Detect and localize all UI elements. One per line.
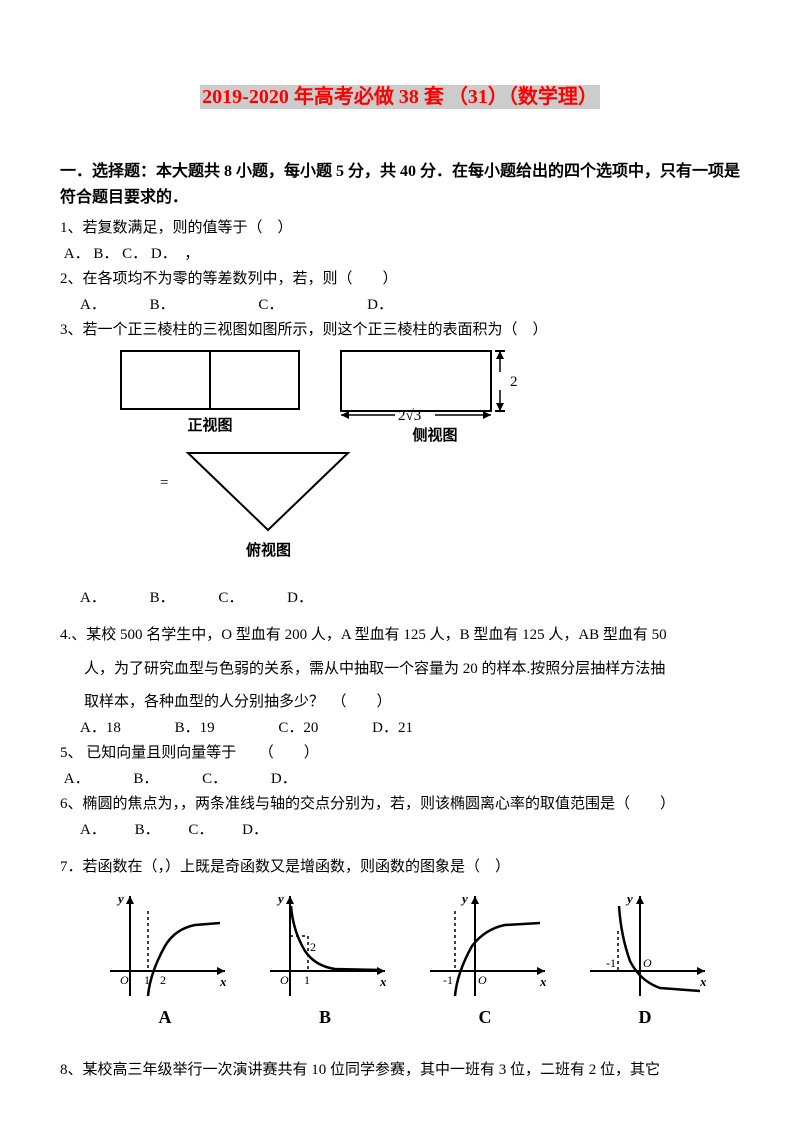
q3-opts: A． B． C． D．: [60, 586, 740, 612]
q1-opt-d: D． ，: [151, 246, 199, 262]
svg-text:2: 2: [310, 940, 316, 954]
q2: 2、在各项均不为零的等差数列中，若，则（ ）: [60, 267, 740, 293]
svg-text:-1: -1: [606, 956, 616, 970]
q6-opts: A． B． C． D．: [60, 818, 740, 844]
q6-opt-a: A．: [80, 818, 106, 844]
q4-opt-b: B．19: [175, 716, 215, 742]
q5-opt-b: B．: [133, 767, 158, 793]
side-label: 侧视图: [340, 424, 530, 445]
q8: 8、某校高三年级举行一次演讲赛共有 10 位同学参赛，其中一班有 3 位，二班有…: [60, 1058, 740, 1084]
eq-mark: =: [160, 475, 168, 492]
q1-opts: A． B． C． D． ，: [60, 242, 740, 268]
graph-d: x y O -1 D: [580, 891, 710, 1028]
svg-text:y: y: [625, 891, 633, 906]
front-view: 正视图: [120, 350, 300, 445]
page-title: 2019-2020 年高考必做 38 套（31）（数学理）: [60, 80, 740, 109]
side-dim-w: 2√3: [398, 408, 421, 420]
q4-opt-d: D．21: [372, 716, 413, 742]
side-view: 2 2√3 侧视图: [340, 350, 530, 445]
svg-text:y: y: [460, 891, 468, 906]
svg-text:x: x: [699, 974, 707, 989]
graph-a: x y O 1 2 A: [100, 891, 230, 1028]
svg-text:y: y: [276, 891, 284, 906]
q1-opt-c: C．: [122, 246, 147, 262]
svg-text:x: x: [539, 974, 547, 989]
svg-text:O: O: [478, 973, 487, 987]
graph-b-label: B: [260, 1007, 390, 1028]
title-hl1: 2019-2020 年高考必做 38 套: [200, 85, 446, 109]
q4-l3: 取样本，各种血型的人分别抽多少？ （ ）: [60, 690, 740, 716]
q4-l1: 4.、某校 500 名学生中，O 型血有 200 人，A 型血有 125 人，B…: [60, 623, 740, 649]
q5-opt-c: C．: [202, 767, 227, 793]
top-view: 俯视图: [178, 445, 358, 560]
svg-text:O: O: [120, 973, 129, 987]
svg-text:O: O: [643, 956, 652, 970]
svg-text:1: 1: [304, 973, 310, 987]
q1-opt-b: B．: [93, 246, 118, 262]
q2-opts: A． B． C． D．: [60, 293, 740, 319]
q7-graphs: x y O 1 2 A x y O 2 1: [100, 891, 740, 1028]
svg-text:O: O: [280, 973, 289, 987]
graph-a-label: A: [100, 1007, 230, 1028]
section-1-header: 一．选择题：本大题共 8 小题，每小题 5 分，共 40 分．在每小题给出的四个…: [60, 159, 740, 210]
svg-text:x: x: [379, 974, 387, 989]
q3-opt-d: D．: [287, 586, 313, 612]
q2-opt-a: A．: [80, 293, 106, 319]
q3-opt-c: C．: [218, 586, 243, 612]
q4-opt-c: C．20: [278, 716, 318, 742]
graph-c: x y O -1 C: [420, 891, 550, 1028]
q6-opt-b: B．: [135, 818, 160, 844]
q5: 5、 已知向量且则向量等于 （ ）: [60, 741, 740, 767]
q3-views: 正视图 2 2√3 侧视图: [120, 350, 740, 560]
svg-text:-1: -1: [443, 973, 453, 987]
graph-d-label: D: [580, 1007, 710, 1028]
q2-opt-c: C．: [258, 293, 283, 319]
q3-opt-a: A．: [80, 586, 106, 612]
q5-opt-d: D．: [271, 767, 297, 793]
q2-opt-d: D．: [367, 293, 393, 319]
svg-text:y: y: [116, 891, 124, 906]
q2-opt-b: B．: [150, 293, 175, 319]
graph-b: x y O 2 1 B: [260, 891, 390, 1028]
q3-opt-b: B．: [150, 586, 175, 612]
front-label: 正视图: [120, 414, 300, 435]
q7: 7．若函数在（，）上既是奇函数又是增函数，则函数的图象是（ ）: [60, 855, 740, 881]
svg-text:2: 2: [160, 973, 166, 987]
q4-opts: A．18 B．19 C．20 D．21: [60, 716, 740, 742]
q5-opts: A． B． C． D．: [60, 767, 740, 793]
q4-opt-a: A．18: [80, 716, 121, 742]
side-dim-h: 2: [510, 374, 518, 390]
q4-l2: 人，为了研究血型与色弱的关系，需从中抽取一个容量为 20 的样本.按照分层抽样方…: [60, 657, 740, 683]
top-label: 俯视图: [178, 539, 358, 560]
graph-c-label: C: [420, 1007, 550, 1028]
q6-opt-c: C．: [188, 818, 213, 844]
q6: 6、椭圆的焦点为，，两条准线与轴的交点分别为，若，则该椭圆离心率的取值范围是（ …: [60, 792, 740, 818]
q6-opt-d: D．: [242, 818, 268, 844]
q3: 3、若一个正三棱柱的三视图如图所示，则这个正三棱柱的表面积为（ ）: [60, 318, 740, 344]
q1-opt-a: A．: [64, 246, 90, 262]
q5-opt-a: A．: [64, 767, 90, 793]
q1: 1、若复数满足，则的值等于（ ）: [60, 216, 740, 242]
svg-text:x: x: [219, 974, 227, 989]
title-hl2: （31）（数学理）: [446, 85, 600, 109]
